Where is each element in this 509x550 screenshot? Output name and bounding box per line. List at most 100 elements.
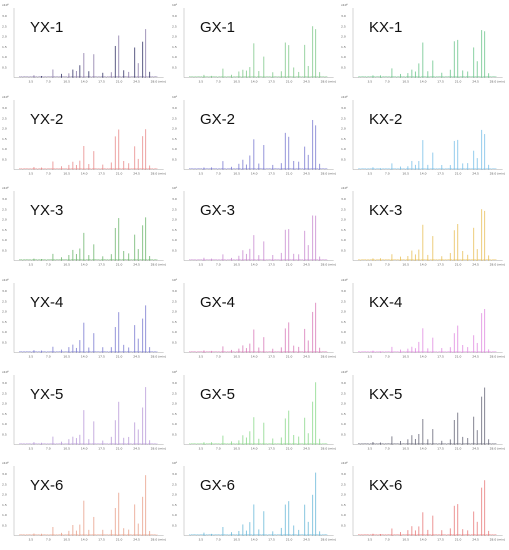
y-tick-label: 2.5 <box>172 116 177 120</box>
baseline-trace <box>358 76 497 78</box>
y-tick-label: 1.5 <box>341 45 346 49</box>
y-tick-label: 2.0 <box>341 310 346 314</box>
x-tick-label: 7.0 <box>216 538 221 542</box>
baseline-trace <box>18 76 158 78</box>
x-tick-label: 21.0 <box>455 446 462 450</box>
y-tick-label: 3.0 <box>2 473 7 477</box>
y-tick-label: 2.5 <box>2 391 7 395</box>
y-tick-label: 3.0 <box>341 198 346 202</box>
y-tick-label: 3.0 <box>172 14 177 18</box>
x-tick-label: 24.5 <box>303 263 310 267</box>
panel-label: YX-3 <box>30 202 63 219</box>
baseline-trace <box>358 534 497 536</box>
chromatogram-panel-kx-6: x10⁶ 0.5 1.0 1.5 2.0 2.5 3.0 3.5 7.0 10.5 14.0 17.5… <box>341 461 506 542</box>
x-tick-label: 10.5 <box>403 263 410 267</box>
y-tick-label: 1.0 <box>2 55 7 59</box>
x-tick-label: 3.5 <box>198 263 203 267</box>
x-tick-label: 3.5 <box>198 171 203 175</box>
x-tick-label: 3.5 <box>28 80 33 84</box>
chromatogram-panel-yx-4: x10⁶ 0.5 1.0 1.5 2.0 2.5 3.0 3.5 7.0 10.5 14.0 17.5… <box>2 278 166 359</box>
x-tick-label: 7.0 <box>216 263 221 267</box>
y-tick-label: 1.5 <box>2 503 7 507</box>
y-tick-label: 2.5 <box>172 483 177 487</box>
x-tick-label: 3.5 <box>368 171 373 175</box>
y-unit-label: x10⁶ <box>2 370 10 374</box>
y-tick-label: 2.5 <box>341 483 346 487</box>
baseline-trace <box>18 168 158 170</box>
x-tick-label: 24.5 <box>473 171 480 175</box>
y-tick-label: 2.0 <box>172 493 177 497</box>
y-tick-label: 1.5 <box>341 412 346 416</box>
baseline-trace <box>188 351 328 353</box>
x-tick-label: 7.0 <box>385 171 390 175</box>
panel-label: KX-2 <box>369 111 402 128</box>
panel-label: GX-1 <box>200 19 235 36</box>
x-tick-label: 21.0 <box>285 171 292 175</box>
chromatogram-panel-kx-2: x10⁶ 0.5 1.0 1.5 2.0 2.5 3.0 3.5 7.0 10.5 14.0 17.5… <box>341 95 506 176</box>
x-tick-label: 7.0 <box>46 446 51 450</box>
y-tick-label: 3.0 <box>2 381 7 385</box>
x-tick-label: 14.0 <box>250 538 257 542</box>
y-tick-label: 2.5 <box>172 208 177 212</box>
y-tick-label: 2.5 <box>172 24 177 28</box>
y-tick-label: 1.5 <box>172 45 177 49</box>
y-tick-label: 1.0 <box>172 238 177 242</box>
x-tick-label: 24.5 <box>133 171 140 175</box>
x-tick-label: 14.0 <box>81 538 88 542</box>
y-tick-label: 1.0 <box>172 330 177 334</box>
x-tick-label: 28.0 (min) <box>490 171 506 175</box>
baseline-trace <box>18 259 158 261</box>
y-tick-label: 1.0 <box>2 238 7 242</box>
y-tick-label: 0.5 <box>2 340 7 344</box>
y-tick-label: 1.5 <box>2 320 7 324</box>
x-tick-label: 7.0 <box>216 446 221 450</box>
y-unit-label: x10⁶ <box>341 186 349 190</box>
x-tick-label: 3.5 <box>28 263 33 267</box>
x-tick-label: 24.5 <box>133 80 140 84</box>
x-tick-label: 21.0 <box>455 263 462 267</box>
y-tick-label: 1.5 <box>2 137 7 141</box>
y-unit-label: x10⁶ <box>341 95 349 99</box>
y-tick-label: 1.0 <box>341 513 346 517</box>
baseline-trace <box>18 351 158 353</box>
y-tick-label: 0.5 <box>341 432 346 436</box>
x-tick-label: 10.5 <box>233 171 240 175</box>
y-unit-label: x10⁶ <box>341 370 349 374</box>
y-tick-label: 1.0 <box>172 55 177 59</box>
x-tick-label: 7.0 <box>46 538 51 542</box>
panel-label: YX-5 <box>30 386 63 403</box>
y-tick-label: 2.0 <box>341 35 346 39</box>
panel-label: KX-5 <box>369 386 402 403</box>
x-tick-label: 24.5 <box>133 263 140 267</box>
chromatogram-panel-yx-1: x10⁶ 0.5 1.0 1.5 2.0 2.5 3.0 3.5 7.0 10.5 14.0 17.5… <box>2 3 167 84</box>
y-tick-label: 0.5 <box>341 340 346 344</box>
x-tick-label: 28.0 (min) <box>151 80 167 84</box>
x-tick-label: 17.5 <box>438 80 445 84</box>
x-tick-label: 17.5 <box>268 538 275 542</box>
x-tick-label: 24.5 <box>473 446 480 450</box>
y-tick-label: 2.0 <box>341 218 346 222</box>
y-unit-label: 10⁶ <box>172 278 178 282</box>
x-tick-label: 14.0 <box>250 171 257 175</box>
y-tick-label: 1.0 <box>2 330 7 334</box>
chromatogram-panel-kx-5: x10⁶ 0.5 1.0 1.5 2.0 2.5 3.0 3.5 7.0 10.5 14.0 17.5… <box>341 370 505 451</box>
x-tick-label: 3.5 <box>198 446 203 450</box>
y-tick-label: 1.0 <box>341 147 346 151</box>
x-tick-label: 28.0 (min) <box>490 538 506 542</box>
x-tick-label: 28.0 (min) <box>490 355 506 359</box>
x-tick-label: 7.0 <box>385 538 390 542</box>
panel-label: YX-4 <box>30 294 63 311</box>
chromatogram-panel-yx-6: x10⁶ 0.5 1.0 1.5 2.0 2.5 3.0 3.5 7.0 10.5 14.0 17.5… <box>2 461 166 542</box>
x-tick-label: 14.0 <box>81 80 88 84</box>
x-tick-label: 14.0 <box>81 446 88 450</box>
y-tick-label: 3.0 <box>341 106 346 110</box>
y-tick-label: 2.0 <box>2 126 7 130</box>
y-tick-label: 1.5 <box>172 320 177 324</box>
y-tick-label: 2.0 <box>2 401 7 405</box>
y-tick-label: 0.5 <box>172 157 177 161</box>
x-tick-label: 17.5 <box>98 355 105 359</box>
x-tick-label: 21.0 <box>455 538 462 542</box>
y-tick-label: 2.0 <box>172 310 177 314</box>
x-tick-label: 17.5 <box>268 446 275 450</box>
y-tick-label: 1.5 <box>172 412 177 416</box>
